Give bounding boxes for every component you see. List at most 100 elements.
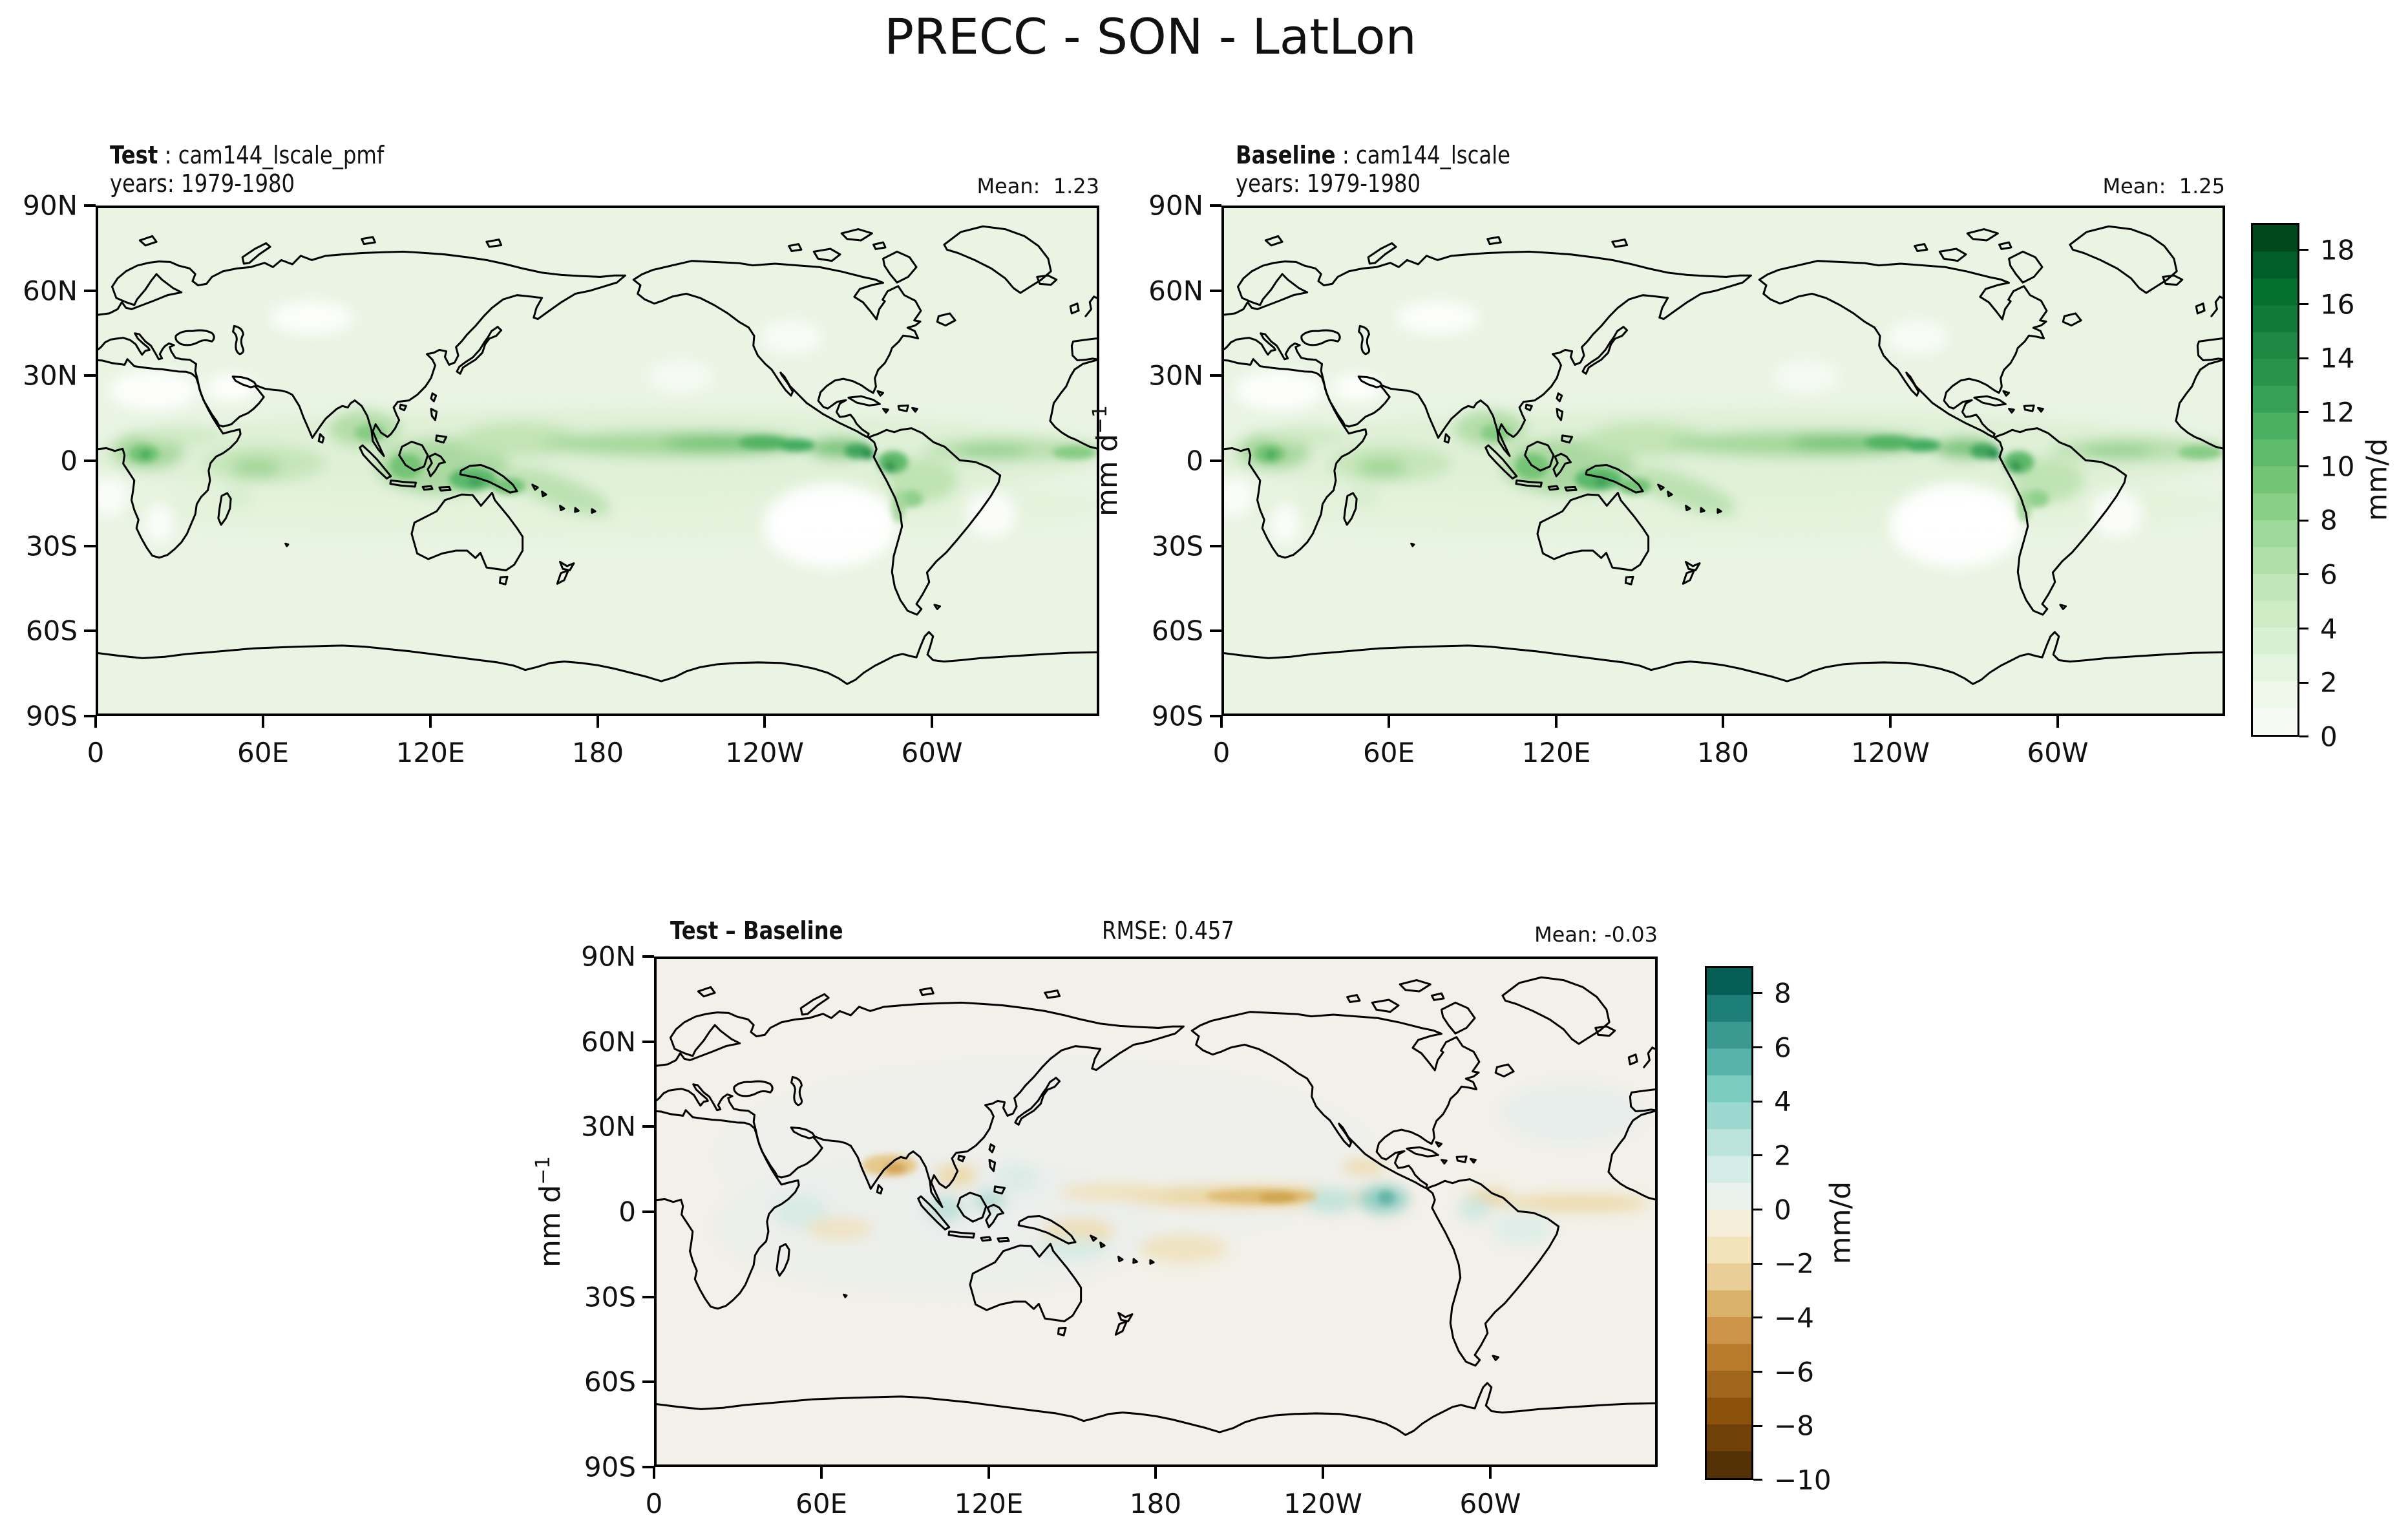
lat-tick-label: 60N bbox=[1148, 275, 1203, 307]
colorbar-tick-mark bbox=[2299, 465, 2308, 467]
precip-colorbar-tick-label: 8 bbox=[2320, 504, 2338, 536]
lon-tick-label: 60W bbox=[1459, 1488, 1521, 1519]
baseline-map-svg bbox=[1224, 208, 2223, 713]
tick-mark bbox=[820, 1467, 823, 1479]
lat-tick-label: 30N bbox=[581, 1110, 636, 1143]
colorbar-tick-mark bbox=[2299, 520, 2308, 522]
lat-tick-label: 90N bbox=[1148, 189, 1203, 222]
tick-mark bbox=[1889, 716, 1892, 728]
diff-colorbar-tick-label: 6 bbox=[1774, 1031, 1791, 1064]
tick-mark bbox=[1489, 1467, 1492, 1479]
tick-mark bbox=[1722, 716, 1724, 728]
tick-mark bbox=[94, 716, 97, 728]
precip-colorbar-tick-label: 18 bbox=[2320, 234, 2355, 266]
tick-mark bbox=[1210, 545, 1221, 547]
lat-tick-label: 30S bbox=[584, 1281, 636, 1313]
precip-colorbar-tick-label: 0 bbox=[2320, 721, 2338, 753]
tick-mark bbox=[1210, 374, 1221, 377]
lat-tick-label: 60S bbox=[584, 1366, 636, 1398]
diff-colorbar bbox=[1705, 966, 1753, 1480]
tick-mark bbox=[763, 716, 766, 728]
precip-colorbar-tick-label: 12 bbox=[2320, 396, 2355, 428]
lon-tick-label: 60W bbox=[901, 737, 963, 768]
precip-colorbar-tick-label: 4 bbox=[2320, 613, 2338, 645]
tick-mark bbox=[1220, 716, 1223, 728]
colorbar-tick-mark bbox=[2299, 573, 2308, 575]
diff-rmse: RMSE: 0.457 bbox=[1102, 916, 1234, 945]
lon-tick-label: 60E bbox=[237, 737, 289, 768]
colorbar-tick-mark bbox=[1753, 1101, 1762, 1103]
lat-tick-label: 60S bbox=[1151, 615, 1203, 647]
lon-tick-label: 60E bbox=[1363, 737, 1415, 768]
baseline-model-name: cam144_lscale bbox=[1356, 141, 1511, 169]
tick-mark bbox=[931, 716, 933, 728]
tick-mark bbox=[1154, 1467, 1157, 1479]
lon-tick-label: 0 bbox=[87, 737, 105, 768]
lat-tick-label: 90N bbox=[581, 940, 636, 973]
diff-panel-title: Test – Baseline bbox=[670, 916, 843, 945]
test-years: years: 1979-1980 bbox=[110, 169, 295, 198]
diff-colorbar-tick-label: −4 bbox=[1774, 1302, 1814, 1334]
colorbar-tick-mark bbox=[2299, 682, 2308, 684]
colorbar-tick-mark bbox=[1753, 992, 1762, 994]
lat-tick-label: 0 bbox=[60, 445, 78, 477]
lon-tick-label: 120W bbox=[1283, 1488, 1362, 1519]
precip-colorbar-tick-label: 2 bbox=[2320, 666, 2338, 699]
lat-tick-label: 30N bbox=[23, 359, 78, 392]
lon-tick-label: 180 bbox=[1696, 737, 1749, 768]
baseline-years: years: 1979-1980 bbox=[1236, 169, 1421, 198]
precip-colorbar-tick-label: 16 bbox=[2320, 288, 2355, 321]
precip-colorbar-tick-label: 10 bbox=[2320, 450, 2355, 483]
tick-mark bbox=[1555, 716, 1558, 728]
lat-tick-label: 90N bbox=[23, 189, 78, 222]
lat-tick-label: 30S bbox=[1151, 530, 1203, 562]
diff-colorbar-tick-label: −10 bbox=[1774, 1464, 1832, 1496]
lon-tick-label: 120E bbox=[396, 737, 465, 768]
tick-mark bbox=[84, 460, 96, 462]
diff-colorbar-tick-label: −6 bbox=[1774, 1356, 1814, 1388]
lon-tick-label: 180 bbox=[1129, 1488, 1182, 1519]
lat-tick-label: 90S bbox=[25, 700, 78, 732]
diff-colorbar-tick-label: 0 bbox=[1774, 1194, 1791, 1226]
lon-tick-label: 120E bbox=[954, 1488, 1024, 1519]
lat-tick-label: 0 bbox=[618, 1196, 636, 1228]
tick-mark bbox=[1388, 716, 1390, 728]
colorbar-tick-mark bbox=[1753, 1425, 1762, 1427]
lon-tick-label: 60W bbox=[2027, 737, 2089, 768]
tick-mark bbox=[2056, 716, 2059, 728]
lon-tick-label: 120E bbox=[1521, 737, 1591, 768]
lat-tick-label: 60N bbox=[581, 1026, 636, 1058]
tick-mark bbox=[84, 629, 96, 632]
tick-mark bbox=[642, 1125, 654, 1128]
tick-mark bbox=[642, 1210, 654, 1213]
colorbar-tick-mark bbox=[2299, 249, 2308, 251]
diff-colorbar-tick-label: −8 bbox=[1774, 1410, 1814, 1442]
lat-tick-label: 0 bbox=[1186, 445, 1203, 477]
lon-tick-label: 60E bbox=[796, 1488, 847, 1519]
baseline-mean: Mean: 1.25 bbox=[2102, 174, 2225, 198]
tick-mark bbox=[1210, 460, 1221, 462]
lon-tick-label: 120W bbox=[725, 737, 804, 768]
colorbar-tick-mark bbox=[2299, 357, 2308, 359]
lat-tick-label: 30S bbox=[25, 530, 78, 562]
tick-mark bbox=[84, 374, 96, 377]
precip-colorbar-tick-label: 14 bbox=[2320, 342, 2355, 374]
tick-mark bbox=[84, 545, 96, 547]
lat-tick-label: 90S bbox=[584, 1451, 636, 1483]
lat-tick-label: 30N bbox=[1148, 359, 1203, 392]
tick-mark bbox=[653, 1467, 655, 1479]
diff-map bbox=[654, 957, 1658, 1467]
tick-mark bbox=[84, 204, 96, 207]
tick-mark bbox=[987, 1467, 990, 1479]
colorbar-tick-mark bbox=[1753, 1154, 1762, 1156]
colorbar-tick-mark bbox=[1753, 1479, 1762, 1481]
baseline-separator: : bbox=[1335, 141, 1357, 169]
diff-mean: Mean: -0.03 bbox=[1534, 922, 1658, 947]
tick-mark bbox=[642, 1380, 654, 1383]
diff-colorbar-tick-label: 8 bbox=[1774, 977, 1791, 1009]
tick-mark bbox=[262, 716, 264, 728]
diff-colorbar-tick-label: 4 bbox=[1774, 1085, 1791, 1117]
diff-colorbar-tick-label: 2 bbox=[1774, 1139, 1791, 1172]
test-separator: : bbox=[158, 141, 178, 169]
